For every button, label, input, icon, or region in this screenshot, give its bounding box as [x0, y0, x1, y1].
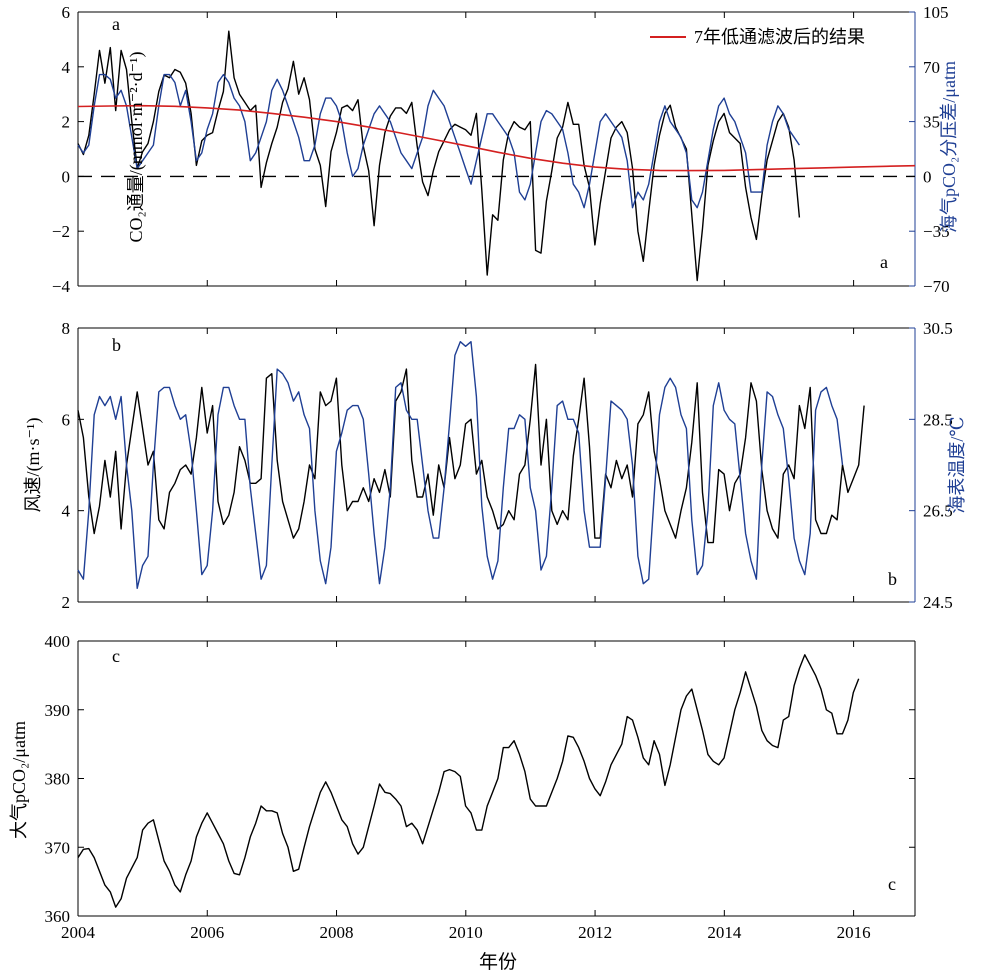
y-tick-label-left: −2 — [52, 222, 70, 241]
y-tick-label-left: 380 — [45, 770, 71, 789]
panel-corner-label: c — [112, 646, 120, 666]
y-tick-label-left: 4 — [62, 58, 71, 77]
series-line-black — [77, 363, 865, 544]
y-tick-label-left: 6 — [62, 3, 71, 22]
panel-corner-label: b — [112, 335, 121, 355]
legend-label: 7年低通滤波后的结果 — [694, 27, 865, 47]
panel-a: −4 −2 0 2 4 6 −70 −35 0 35 70 105 7年低通滤波后的结果 a a CO₂通量/… — [52, 3, 959, 296]
y-tick-label-right: −70 — [923, 277, 950, 296]
y-tick-label-right: 28.5 — [923, 410, 953, 429]
y-tick-label-right: 70 — [923, 58, 940, 77]
panel-corner-label: a — [112, 14, 120, 34]
x-tick-label: 2010 — [449, 923, 483, 942]
y-tick-label-right: 0 — [923, 167, 932, 186]
y-axis-label-left: CO₂通量/(mmol·m⁻²·d⁻¹) — [126, 51, 147, 242]
y-tick-label-left: 370 — [45, 838, 71, 857]
x-tick-label: 2012 — [578, 923, 612, 942]
x-tick-label: 2008 — [320, 923, 354, 942]
x-tick-label: 2004 — [61, 923, 96, 942]
y-tick-label-left: 360 — [45, 907, 71, 926]
panel-corner-label: b — [888, 569, 897, 589]
y-tick-label-left: 2 — [62, 113, 71, 132]
y-tick-label-right: 105 — [923, 3, 949, 22]
y-tick-label-left: −4 — [52, 277, 71, 296]
y-tick-label-right: −35 — [923, 222, 950, 241]
y-axis-label-right: 海表温度/℃ — [947, 416, 967, 513]
y-tick-label-left: 0 — [62, 167, 71, 186]
y-tick-label-right: 26.5 — [923, 502, 953, 521]
y-tick-label-left: 390 — [45, 701, 71, 720]
y-tick-label-left: 6 — [62, 410, 71, 429]
y-axis-label-left: 风速/(m·s⁻¹) — [23, 418, 44, 513]
y-tick-label-right: 30.5 — [923, 319, 953, 338]
panel-corner-label: a — [880, 252, 888, 272]
x-axis-label: 年份 — [479, 951, 517, 973]
y-tick-label-right: 35 — [923, 113, 940, 132]
x-tick-label: 2016 — [837, 923, 871, 942]
y-tick-label-left: 400 — [45, 632, 71, 651]
y-tick-label-right: 24.5 — [923, 593, 953, 612]
panel-b: 2 4 6 8 24.5 26.5 28.5 30.5 b b 风速/(m·s⁻¹) 海表温度/℃ — [23, 319, 967, 612]
y-axis-label-right: 海气pCO₂分压差/μatm — [939, 61, 959, 233]
series-line-red — [77, 104, 916, 172]
y-tick-label-left: 2 — [62, 593, 71, 612]
y-tick-label-left: 4 — [62, 502, 71, 521]
x-tick-label: 2014 — [707, 923, 742, 942]
series-line-black — [77, 30, 801, 282]
series-line-blue — [77, 73, 800, 209]
panel-c: 2004 2006 2008 2010 2012 2014 2016 360 370 380 390… — [9, 632, 916, 942]
y-tick-label-left: 8 — [62, 319, 71, 338]
panel-corner-label: c — [888, 874, 896, 894]
x-tick-label: 2006 — [190, 923, 224, 942]
series-line-blue — [77, 341, 844, 589]
series-line-black — [77, 654, 860, 908]
y-axis-label-left: 大气pCO₂/μatm — [9, 721, 29, 839]
